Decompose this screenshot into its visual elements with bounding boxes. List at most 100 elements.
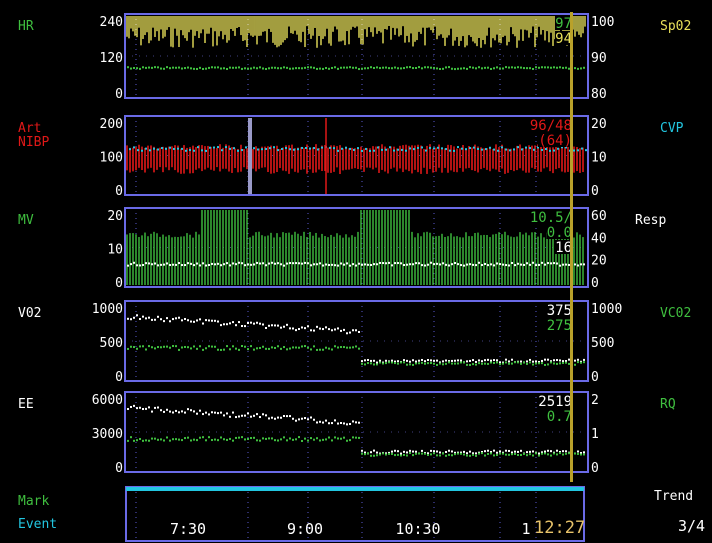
vo2-secondary-trace-point [238, 348, 240, 351]
vo2-trace-point [328, 328, 330, 331]
vo2-secondary-trace-point [328, 347, 330, 350]
time-cursor-line[interactable] [570, 12, 573, 482]
vo2-trace-point [529, 358, 531, 361]
hr-trace-point [535, 66, 537, 69]
vo2-trace-point [280, 326, 282, 329]
vo2-secondary-trace-point [391, 361, 393, 364]
resp-trace-point [232, 262, 234, 265]
cvp-trace-point [425, 149, 427, 152]
vo2-trace-point [172, 318, 174, 321]
vo2-secondary-trace-point [136, 347, 138, 350]
vo2-trace-point [259, 322, 261, 325]
vo2-trace-point [475, 360, 477, 363]
ee-trace-point [145, 407, 147, 410]
vo2-trace-point [151, 318, 153, 321]
resp-trace-point [490, 263, 492, 266]
ee-secondary-trace-point [463, 453, 465, 456]
resp-trace-point [160, 263, 162, 266]
hr-trace-point [547, 66, 549, 69]
right-axis-tick-label: 90 [591, 51, 607, 66]
hr-trace-point [334, 66, 336, 69]
vo2-secondary-trace-point [514, 361, 516, 364]
left-parameter-label: MV [18, 213, 34, 228]
hr-trace-point [418, 66, 420, 69]
ee-trace-point [328, 422, 330, 425]
ee-secondary-trace-point [541, 452, 543, 455]
vo2-trace-point [379, 359, 381, 362]
vo2-secondary-trace-point [544, 363, 546, 366]
left-axis-tick-label: 0 [115, 87, 123, 102]
ee-secondary-trace-point [532, 454, 534, 457]
vo2-secondary-trace-point [406, 363, 408, 366]
left-axis-tick-label: 1000 [92, 302, 123, 317]
ee-secondary-trace-point [430, 453, 432, 456]
vo2-secondary-trace-point [508, 362, 510, 365]
ee-secondary-trace-point [361, 452, 363, 455]
vo2-trace-point [505, 358, 507, 361]
hr-trace-point [421, 67, 423, 70]
ee-trace-point [331, 422, 333, 425]
hr-trace-point [277, 67, 279, 70]
ee-secondary-trace-point [505, 453, 507, 456]
vo2-secondary-trace-point [277, 345, 279, 348]
vo2-secondary-trace-point [151, 346, 153, 349]
hr-trace-point [358, 68, 360, 71]
ee-trace-point [190, 409, 192, 412]
ee-secondary-trace-point [283, 436, 285, 439]
vo2-trace-point [559, 359, 561, 362]
cvp-trace-point [129, 148, 131, 151]
vo2-trace-point [148, 316, 150, 319]
vo2-secondary-trace-point [541, 362, 543, 365]
vo2-secondary-trace-point [511, 362, 513, 365]
cvp-trace-point [517, 146, 519, 149]
vo2-secondary-trace-point [520, 362, 522, 365]
hr-trace-point [265, 68, 267, 71]
ee-secondary-trace-point [466, 454, 468, 457]
cvp-trace-point [245, 146, 247, 149]
hr-trace-point [220, 67, 222, 70]
ee-trace-point [514, 450, 516, 453]
cvp-trace-point [405, 149, 407, 152]
ee-secondary-trace-point [325, 438, 327, 441]
ee-secondary-trace-point [517, 454, 519, 457]
ee-secondary-trace-point [310, 437, 312, 440]
vo2-secondary-trace-point [397, 362, 399, 365]
resp-trace-point [451, 263, 453, 266]
hr-trace-point [385, 66, 387, 69]
vo2-trace-point [253, 322, 255, 325]
ee-secondary-trace-point [223, 438, 225, 441]
hr-trace-point [322, 67, 324, 70]
cvp-trace-point [521, 148, 523, 151]
cvp-trace-point [449, 149, 451, 152]
trend-panel-art[interactable]: 96/48(64) [124, 115, 589, 196]
vo2-trace-point [178, 316, 180, 319]
cvp-trace-point [373, 149, 375, 152]
vo2-trace-point [493, 359, 495, 362]
vo2-trace-point [565, 360, 567, 363]
ee-secondary-trace-point [193, 438, 195, 441]
current-value-readout: 94 [555, 31, 572, 47]
ee-secondary-trace-point [229, 437, 231, 440]
ee-secondary-trace-point [493, 454, 495, 457]
hr-trace-point [382, 66, 384, 69]
ee-trace-point [277, 416, 279, 419]
ee-trace-point [346, 423, 348, 426]
hr-trace-point [436, 67, 438, 70]
ee-secondary-trace-point [292, 438, 294, 441]
trend-panel-mv[interactable]: 10.5/0.016 [124, 207, 589, 288]
hr-trace-point [556, 66, 558, 69]
hr-trace-point [493, 67, 495, 70]
time-axis-label: 7:30 [170, 520, 206, 538]
hr-trace-point [511, 66, 513, 69]
vo2-trace-point [430, 359, 432, 362]
ee-trace-point [403, 450, 405, 453]
event-time-bar[interactable] [125, 486, 585, 542]
cvp-trace-point [241, 149, 243, 152]
cvp-trace-point [413, 148, 415, 151]
hr-trace-point [400, 67, 402, 70]
resp-trace-point [529, 263, 531, 266]
ee-trace-point [385, 452, 387, 455]
